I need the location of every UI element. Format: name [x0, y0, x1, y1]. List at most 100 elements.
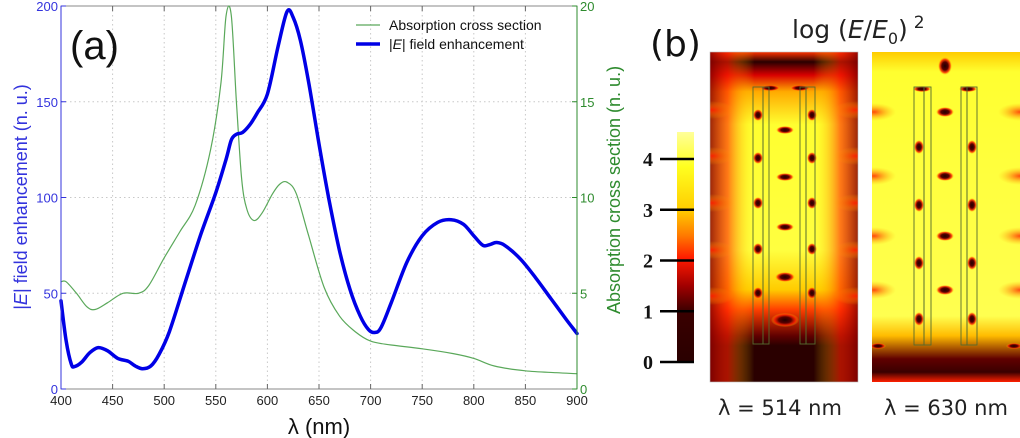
field-hotspot [936, 231, 954, 241]
right-y-tick-label: 15 [580, 95, 594, 110]
field-band [834, 101, 858, 119]
grid [61, 6, 577, 389]
x-tick-label: 700 [360, 393, 382, 408]
field-hotspot [938, 57, 952, 75]
colorbar-tick-label: 3 [643, 200, 653, 222]
colorbar-tick-label: 1 [643, 301, 653, 323]
field-band [834, 194, 858, 212]
left-y-tick-label: 150 [36, 95, 58, 110]
field-hotspot [776, 223, 794, 231]
field-band [834, 241, 858, 259]
panel-label-b: (b) [650, 24, 701, 65]
left-y-tick-label: 200 [36, 0, 58, 14]
field-hotspot [807, 109, 817, 121]
field-hotspot [760, 85, 780, 91]
right-y-tick-label: 0 [580, 382, 587, 397]
field-hotspot [753, 152, 763, 164]
x-tick-label: 850 [515, 393, 537, 408]
field-hotspot [1006, 343, 1020, 349]
left-y-tick-label: 50 [44, 286, 58, 301]
x-tick-label: 900 [566, 393, 588, 408]
field-hotspot [936, 285, 954, 295]
left-y-axis-label: |E| field enhancement (n. u.) [11, 84, 31, 310]
field-hotspot [967, 312, 977, 326]
field-band [872, 227, 896, 245]
field-band [998, 167, 1020, 185]
field-hotspot [807, 197, 817, 209]
x-tick-label: 500 [153, 393, 175, 408]
nanorod-outline [805, 86, 816, 345]
caption-630nm: λ = 630 nm [884, 396, 1008, 420]
heatmap-514nm [710, 52, 858, 382]
field-hotspot [936, 107, 954, 117]
field-band [710, 241, 734, 259]
field-band [834, 287, 858, 305]
field-band [872, 103, 896, 121]
right-y-tick-label: 5 [580, 286, 587, 301]
caption-514nm: λ = 514 nm [718, 396, 842, 420]
field-hotspot [807, 152, 817, 164]
field-band [998, 103, 1020, 121]
left-y-tick-label: 0 [51, 382, 58, 397]
field-hotspot [753, 243, 763, 255]
nanorod-outline [762, 86, 770, 345]
field-hotspot [807, 287, 817, 299]
x-axis-label: λ (nm) [288, 414, 350, 438]
field-hotspot [914, 140, 924, 154]
field-hotspot [807, 243, 817, 255]
field-hotspot [776, 173, 794, 181]
panel-a: 400 450 500 550 600 650 700 750 800 850 900 050100… [11, 0, 624, 438]
panel-b: (b) log (E/E0) 2 0 1 2 3 4 λ = 514 nm λ = 630… [643, 13, 1020, 420]
x-tick-label: 650 [308, 393, 330, 408]
legend-label-absorption: Absorption cross section [389, 17, 542, 33]
field-hotspot [771, 313, 799, 327]
left-y-axis: 0 50 100 150 200 [36, 0, 66, 397]
series-group [59, 5, 579, 375]
right-y-axis-label: Absorption cross section (n. u.) [604, 66, 624, 314]
left-y-tick-label: 100 [36, 191, 58, 206]
x-tick-label: 600 [257, 393, 279, 408]
field-hotspot [967, 140, 977, 154]
series-line-absorption [60, 5, 578, 375]
field-band [710, 287, 734, 305]
field-band [998, 227, 1020, 245]
colorbar-gradient [677, 132, 694, 362]
field-hotspot [753, 197, 763, 209]
field-band [710, 147, 734, 165]
field-hotspot [967, 198, 977, 212]
colorbar: 0 1 2 3 4 [643, 132, 694, 374]
field-hotspot [753, 109, 763, 121]
right-y-tick-label: 10 [580, 191, 594, 206]
field-hotspot [914, 256, 924, 270]
field-band [710, 101, 734, 119]
nanorod-outline [923, 86, 932, 346]
field-hotspot [753, 287, 763, 299]
field-band [834, 147, 858, 165]
x-axis: 400 450 500 550 600 650 700 750 800 850 900 [50, 6, 588, 408]
x-tick-label: 400 [50, 393, 72, 408]
x-tick-label: 450 [102, 393, 124, 408]
colorbar-tick-label: 4 [643, 149, 653, 171]
colorbar-tick-label: 2 [643, 251, 653, 273]
legend-label-field: |E| field enhancement [389, 36, 524, 52]
colorbar-tick-label: 0 [643, 352, 653, 374]
field-hotspot [872, 343, 886, 349]
legend: Absorption cross section |E| field enhan… [356, 17, 542, 52]
field-hotspot [936, 171, 954, 181]
x-tick-label: 550 [205, 393, 227, 408]
heatmap-630nm [872, 52, 1020, 382]
right-y-tick-label: 20 [580, 0, 594, 14]
field-band [872, 167, 896, 185]
x-tick-label: 750 [411, 393, 433, 408]
field-hotspot [914, 312, 924, 326]
field-hotspot [959, 86, 977, 92]
field-hotspot [967, 256, 977, 270]
field-hotspot [913, 86, 931, 92]
nanorod-outline [966, 86, 978, 346]
field-hotspot [776, 126, 794, 134]
field-hotspot [914, 198, 924, 212]
field-band [710, 194, 734, 212]
x-tick-label: 800 [463, 393, 485, 408]
field-band [872, 281, 896, 299]
